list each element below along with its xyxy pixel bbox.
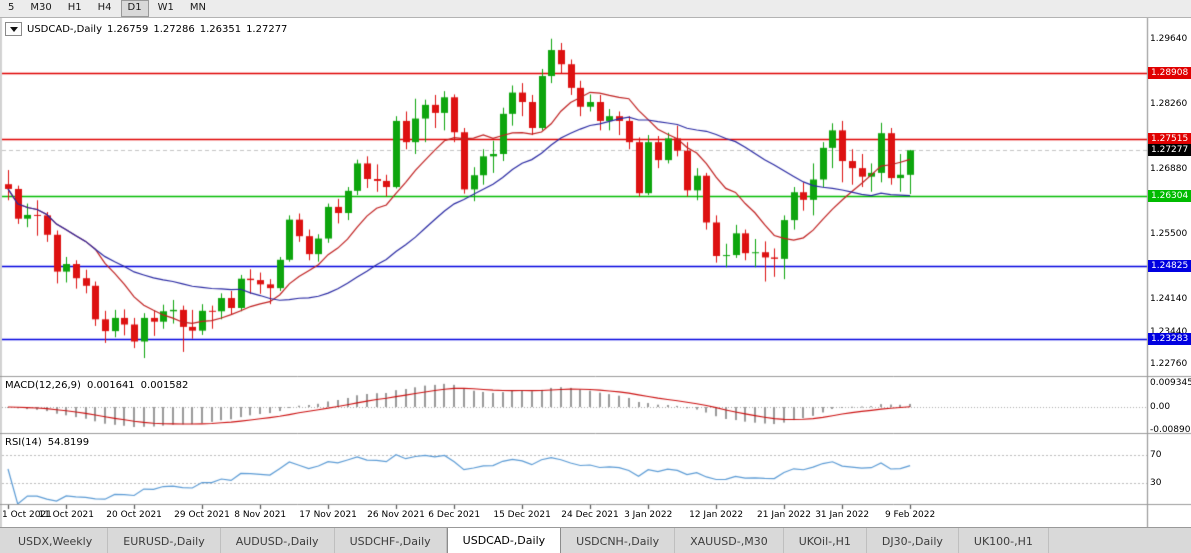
price-axis-label: 1.26880 bbox=[1150, 164, 1188, 174]
timeframe-button-d1[interactable]: D1 bbox=[120, 0, 149, 17]
timeframe-button-h4[interactable]: H4 bbox=[97, 2, 112, 13]
date-axis-label: 24 Dec 2021 bbox=[561, 510, 619, 520]
symbol-tabbar: USDX,Weekly EURUSD-,Daily AUDUSD-,Daily USD… bbox=[0, 527, 1191, 553]
tab-xauusd-m30[interactable]: XAUUSD-,M30 bbox=[675, 528, 784, 553]
price-line-badge: 1.27515 bbox=[1148, 133, 1191, 145]
price-line-badge: 1.23283 bbox=[1148, 333, 1191, 345]
rsi-indicator-label: RSI(14) 54.8199 bbox=[5, 437, 89, 448]
date-axis-label: 15 Dec 2021 bbox=[493, 510, 551, 520]
date-axis-label: 9 Feb 2022 bbox=[884, 510, 936, 520]
tab-eurusd-daily[interactable]: EURUSD-,Daily bbox=[108, 528, 221, 553]
tab-usdcad-daily[interactable]: USDCAD-,Daily bbox=[446, 528, 562, 553]
price-axis-label: 1.29640 bbox=[1150, 34, 1188, 44]
tab-usdx-weekly[interactable]: USDX,Weekly bbox=[3, 528, 109, 553]
legend-symbol: USDCAD-,Daily bbox=[27, 23, 102, 35]
date-axis-label: 29 Oct 2021 bbox=[174, 510, 230, 520]
date-axis-label: 21 Jan 2022 bbox=[757, 510, 811, 520]
date-axis-label: 17 Nov 2021 bbox=[299, 510, 357, 520]
macd-main-value: 0.001641 bbox=[86, 380, 135, 391]
macd-name: MACD(12,26,9) bbox=[5, 380, 81, 391]
date-axis-label: 31 Jan 2022 bbox=[815, 510, 870, 520]
legend-high-value: 1.27286 bbox=[153, 23, 195, 35]
macd-axis-label: -0.00890 bbox=[1150, 425, 1191, 435]
price-axis-label: 1.22760 bbox=[1150, 359, 1188, 369]
current-price-badge: 1.27277 bbox=[1148, 144, 1191, 156]
timeframe-button-mn[interactable]: MN bbox=[189, 2, 206, 13]
rsi-value: 54.8199 bbox=[47, 437, 90, 448]
tab-uk100-h1[interactable]: UK100-,H1 bbox=[959, 528, 1049, 553]
legend-close-value: 1.27277 bbox=[246, 23, 288, 35]
rsi-axis-label: 30 bbox=[1150, 478, 1162, 488]
timeframe-button-5[interactable]: 5 bbox=[8, 2, 15, 13]
price-axis-label: 1.24140 bbox=[1150, 294, 1188, 304]
date-axis-label: 6 Dec 2021 bbox=[428, 510, 481, 520]
price-axis-label: 1.23440 bbox=[1150, 327, 1188, 337]
timeframe-button-w1[interactable]: W1 bbox=[157, 2, 174, 13]
tab-usdcnh-daily[interactable]: USDCNH-,Daily bbox=[561, 528, 676, 553]
price-line-badge: 1.24825 bbox=[1148, 260, 1191, 272]
legend-low-value: 1.26351 bbox=[199, 23, 242, 35]
timeframe-button-m30[interactable]: M30 bbox=[30, 2, 52, 13]
date-axis-label: 26 Nov 2021 bbox=[367, 510, 425, 520]
macd-axis-label: 0.00 bbox=[1150, 402, 1171, 412]
chart-legend: USDCAD-,Daily 1.26759 1.27286 1.26351 1.… bbox=[5, 22, 287, 36]
rsi-axis-label: 70 bbox=[1150, 450, 1162, 460]
date-axis-label: 3 Jan 2022 bbox=[624, 510, 673, 520]
date-axis-label: 11 Oct 2021 bbox=[38, 510, 95, 520]
triangle-down-icon bbox=[9, 26, 18, 32]
date-axis-label: 8 Nov 2021 bbox=[234, 510, 287, 520]
tab-ukoil-h1[interactable]: UKOil-,H1 bbox=[784, 528, 867, 553]
macd-axis-label: 0.009345 bbox=[1150, 378, 1191, 388]
timeframe-button-h1[interactable]: H1 bbox=[67, 2, 82, 13]
price-line-badge: 1.26304 bbox=[1148, 190, 1191, 202]
date-axis-label: 12 Jan 2022 bbox=[689, 510, 744, 520]
tab-audusd-daily[interactable]: AUDUSD-,Daily bbox=[221, 528, 335, 553]
timeframe-toolbar: 5 M30 H1 H4 D1 W1 MN bbox=[0, 0, 1191, 18]
macd-indicator-label: MACD(12,26,9) 0.001641 0.001582 bbox=[5, 380, 188, 391]
price-axis-label: 1.28260 bbox=[1150, 99, 1188, 109]
date-axis-label: 1 Oct 2021 bbox=[2, 510, 52, 520]
tab-dj30-daily[interactable]: DJ30-,Daily bbox=[867, 528, 959, 553]
date-axis-label: 20 Oct 2021 bbox=[106, 510, 162, 520]
macd-signal-value: 0.001582 bbox=[140, 380, 189, 391]
price-axis-label: 1.25500 bbox=[1150, 229, 1188, 239]
rsi-name: RSI(14) bbox=[5, 437, 42, 448]
legend-open-value: 1.26759 bbox=[106, 23, 149, 35]
tab-usdchf-daily[interactable]: USDCHF-,Daily bbox=[335, 528, 447, 553]
chart-dropdown-icon[interactable] bbox=[5, 22, 22, 36]
price-line-badge: 1.28908 bbox=[1148, 67, 1191, 79]
